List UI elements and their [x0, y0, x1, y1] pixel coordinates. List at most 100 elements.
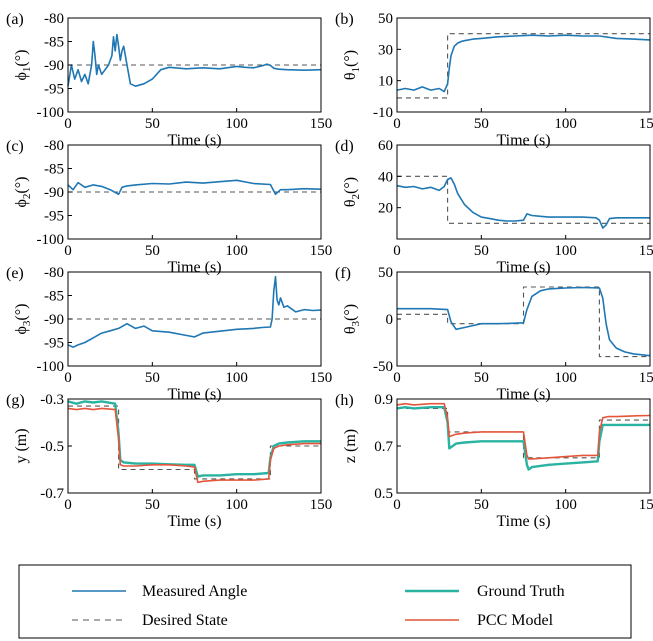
- y-tick-label: -50: [373, 359, 393, 375]
- legend-frame: [18, 564, 632, 639]
- x-tick-label: 100: [225, 370, 248, 386]
- y-axis-label: z (m): [342, 429, 359, 463]
- series-measured-a: [67, 33, 322, 87]
- plot-frame-d: [396, 144, 651, 240]
- series-ground-truth-g: [67, 400, 321, 478]
- y-tick-label: -0.3: [40, 392, 64, 408]
- x-tick-label: 100: [225, 497, 248, 513]
- x-axis-label: Time (s): [496, 386, 550, 403]
- y-tick-label: 0: [386, 312, 394, 328]
- legend-label-pcc-model: PCC Model: [477, 612, 554, 629]
- y-axis-label: ϕ3(°): [13, 304, 33, 335]
- panel-label: (c): [6, 138, 24, 155]
- x-tick-label: 50: [474, 370, 489, 386]
- panel-label: (d): [335, 138, 354, 155]
- chart-panel-e: 0 50 100 150 -80 -85 -90 -95 -100 Time (s) ϕ3(°) (e…: [6, 265, 332, 403]
- x-tick-label: 150: [310, 116, 333, 132]
- y-tick-label: 0.5: [374, 486, 393, 502]
- x-axis-label: Time (s): [167, 132, 221, 149]
- x-tick-label: 150: [310, 243, 333, 259]
- x-axis-label: Time (s): [496, 259, 550, 276]
- y-tick-label: -10: [373, 105, 393, 121]
- chart-panel-d: 0 50 100 150 60 40 20 Time (s) θ2(°) (d): [335, 138, 653, 276]
- x-tick-label: 100: [554, 370, 577, 386]
- series-pcc-g: [67, 407, 321, 484]
- series-desired-b: [397, 33, 650, 99]
- y-tick-label: -95: [44, 209, 64, 225]
- x-tick-label: 0: [393, 370, 401, 386]
- x-tick-label: 150: [639, 116, 653, 132]
- legend-label-ground-truth: Ground Truth: [477, 583, 565, 600]
- chart-panel-g: 0 50 100 150 -0.3 -0.5 -0.7 Time (s) y (m) (g): [6, 392, 332, 530]
- y-tick-label: -100: [37, 105, 65, 121]
- x-tick-label: 50: [145, 497, 160, 513]
- x-tick-label: 50: [145, 243, 160, 259]
- x-tick-label: 150: [639, 243, 653, 259]
- y-tick-label: -90: [44, 312, 64, 328]
- x-tick-label: 100: [225, 243, 248, 259]
- y-tick-label: 10: [378, 74, 393, 90]
- x-tick-label: 100: [554, 116, 577, 132]
- legend-label-measured: Measured Angle: [142, 583, 247, 600]
- plot-frame-f: [396, 271, 651, 367]
- x-axis-label: Time (s): [167, 513, 221, 530]
- y-tick-label: -80: [44, 11, 64, 27]
- chart-panel-h: 0 50 100 150 0.9 0.7 0.5 Time (s) z (m) (h): [335, 392, 653, 530]
- y-axis-label: θ2(°): [342, 177, 362, 207]
- y-tick-label: -95: [44, 82, 64, 98]
- x-tick-label: 50: [474, 497, 489, 513]
- y-tick-label: -100: [37, 359, 65, 375]
- panel-label: (e): [6, 265, 24, 282]
- x-tick-label: 0: [393, 243, 401, 259]
- x-tick-label: 50: [145, 370, 160, 386]
- x-axis-label: Time (s): [167, 386, 221, 403]
- x-tick-label: 100: [225, 116, 248, 132]
- x-tick-label: 0: [64, 116, 72, 132]
- y-tick-label: -80: [44, 265, 64, 281]
- y-axis-label: θ3(°): [342, 304, 362, 334]
- y-tick-label: -85: [44, 289, 64, 305]
- panel-label: (a): [6, 11, 24, 28]
- series-measured-c: [67, 179, 322, 196]
- y-tick-label: -90: [44, 58, 64, 74]
- panel-label: (h): [335, 392, 354, 409]
- x-tick-label: 0: [393, 116, 401, 132]
- series-measured-e: [67, 275, 322, 349]
- y-tick-label: 50: [378, 265, 393, 281]
- x-tick-label: 50: [474, 116, 489, 132]
- y-tick-label: -80: [44, 138, 64, 154]
- y-tick-label: 30: [378, 42, 393, 58]
- y-tick-label: 50: [378, 11, 393, 27]
- series-measured-b: [396, 34, 651, 93]
- x-tick-label: 150: [310, 497, 333, 513]
- y-axis-label: ϕ2(°): [13, 177, 33, 208]
- panel-label: (f): [335, 265, 351, 282]
- series-ground-truth-h: [396, 406, 650, 471]
- panel-label: (b): [335, 11, 354, 28]
- y-axis-label: y (m): [13, 428, 30, 463]
- y-tick-label: -90: [44, 185, 64, 201]
- x-tick-label: 50: [145, 116, 160, 132]
- y-tick-label: -85: [44, 162, 64, 178]
- y-tick-label: 20: [378, 201, 393, 217]
- y-tick-label: 0.7: [374, 439, 393, 455]
- x-tick-label: 50: [474, 243, 489, 259]
- y-tick-label: -100: [37, 232, 65, 248]
- series-measured-f: [397, 286, 651, 357]
- x-tick-label: 0: [64, 497, 72, 513]
- y-tick-label: 60: [378, 138, 393, 154]
- y-tick-label: -0.5: [40, 439, 64, 455]
- panel-label: (g): [6, 392, 25, 409]
- x-tick-label: 150: [639, 370, 653, 386]
- series-measured-d: [396, 177, 650, 229]
- legend-label-desired: Desired State: [142, 612, 228, 629]
- chart-panel-b: 0 50 100 150 50 30 10 -10 Time (s) θ1(°) (b): [335, 11, 653, 149]
- y-tick-label: 0.9: [374, 392, 393, 408]
- x-tick-label: 0: [64, 243, 72, 259]
- y-tick-label: 40: [378, 169, 393, 185]
- series-desired-d: [397, 175, 650, 224]
- x-tick-label: 0: [64, 370, 72, 386]
- y-axis-label: ϕ1(°): [13, 50, 33, 81]
- plot-frame-b: [396, 17, 651, 113]
